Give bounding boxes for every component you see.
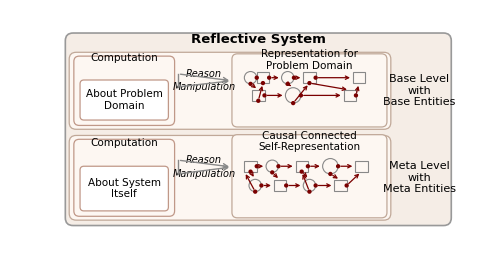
Circle shape	[270, 170, 274, 175]
Circle shape	[244, 71, 257, 84]
Bar	[344, 90, 356, 101]
Text: Base Level
with
Base Entities: Base Level with Base Entities	[384, 74, 456, 107]
Bar	[252, 90, 265, 101]
Circle shape	[261, 81, 265, 85]
Circle shape	[299, 169, 304, 174]
Bar	[353, 72, 365, 83]
Bar	[257, 72, 269, 83]
Circle shape	[253, 189, 258, 194]
Circle shape	[328, 172, 333, 176]
FancyBboxPatch shape	[80, 80, 168, 120]
Bar	[334, 180, 347, 191]
Circle shape	[344, 183, 349, 188]
Circle shape	[336, 164, 340, 168]
FancyBboxPatch shape	[232, 135, 387, 218]
FancyBboxPatch shape	[74, 139, 174, 216]
Bar	[274, 180, 286, 191]
Text: Manipulation: Manipulation	[172, 169, 235, 179]
Circle shape	[255, 164, 259, 168]
Circle shape	[266, 160, 278, 172]
Circle shape	[354, 93, 358, 98]
Text: Representation for
Problem Domain: Representation for Problem Domain	[261, 49, 358, 71]
Circle shape	[291, 101, 295, 105]
Circle shape	[248, 82, 253, 86]
Bar	[295, 161, 308, 172]
Circle shape	[248, 169, 253, 174]
Circle shape	[323, 158, 338, 174]
Circle shape	[282, 71, 294, 84]
Circle shape	[292, 76, 296, 80]
Circle shape	[306, 164, 310, 168]
Circle shape	[307, 81, 311, 85]
Circle shape	[313, 183, 318, 188]
Text: Reason: Reason	[186, 155, 222, 165]
Text: Reason: Reason	[186, 69, 222, 79]
Text: Reflective System: Reflective System	[191, 33, 326, 46]
Text: Manipulation: Manipulation	[172, 82, 235, 92]
Bar	[303, 72, 316, 83]
Text: About Problem
Domain: About Problem Domain	[86, 89, 163, 111]
Text: About System
Itself: About System Itself	[88, 178, 161, 199]
Text: Causal Connected
Self-Representation: Causal Connected Self-Representation	[259, 131, 360, 152]
Circle shape	[276, 164, 281, 168]
Circle shape	[255, 76, 259, 80]
Text: Meta Level
with
Meta Entities: Meta Level with Meta Entities	[383, 161, 456, 194]
Circle shape	[256, 99, 261, 103]
FancyBboxPatch shape	[80, 166, 168, 211]
FancyBboxPatch shape	[232, 54, 387, 127]
Circle shape	[313, 76, 318, 80]
Circle shape	[299, 93, 303, 98]
Circle shape	[259, 183, 264, 188]
FancyBboxPatch shape	[66, 33, 451, 226]
Circle shape	[284, 183, 288, 188]
Bar	[355, 161, 367, 172]
FancyBboxPatch shape	[74, 56, 174, 125]
FancyBboxPatch shape	[69, 135, 391, 220]
Circle shape	[307, 189, 311, 194]
Bar	[244, 161, 257, 172]
Circle shape	[267, 76, 271, 80]
Text: Computation: Computation	[90, 138, 158, 148]
Circle shape	[262, 93, 267, 98]
Circle shape	[285, 88, 301, 103]
Circle shape	[286, 82, 290, 86]
Circle shape	[249, 179, 262, 192]
Text: Computation: Computation	[90, 54, 158, 63]
Circle shape	[303, 179, 316, 192]
FancyBboxPatch shape	[69, 52, 391, 129]
